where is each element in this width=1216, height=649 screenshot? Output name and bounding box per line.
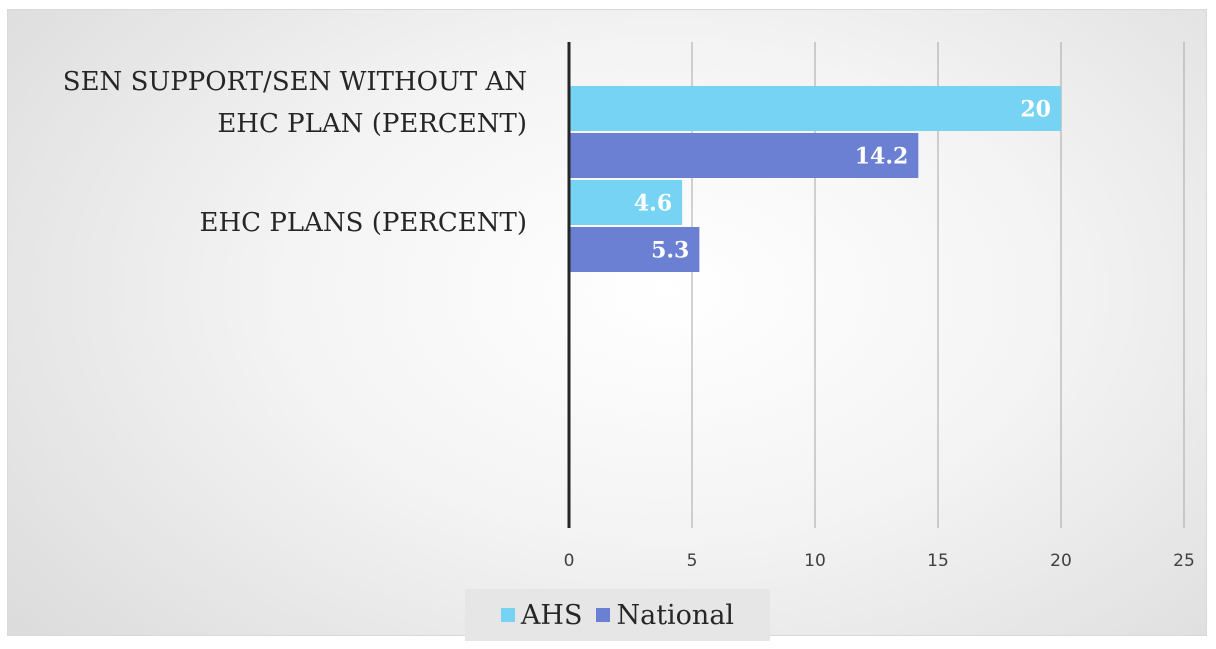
data-label: 4.6: [634, 191, 672, 217]
category-label: SEN SUPPORT/SEN WITHOUT AN: [63, 67, 527, 97]
x-tick-label: 20: [1050, 551, 1072, 571]
x-tick-label: 10: [804, 551, 826, 571]
data-label: 20: [1020, 97, 1051, 123]
legend-item-national: National: [596, 600, 734, 631]
bar-ahs-1: [569, 180, 683, 225]
legend-label-ahs: AHS: [520, 599, 583, 631]
legend-swatch-ahs: [500, 608, 515, 622]
x-tick-label: 0: [564, 551, 575, 571]
category-label: EHC PLAN (PERCENT): [217, 109, 527, 139]
legend-item-ahs: AHS: [500, 599, 583, 631]
data-label: 14.2: [855, 144, 909, 170]
x-tick-label: 25: [1173, 551, 1195, 571]
bar-ahs-0: [569, 86, 1061, 131]
data-label: 5.3: [651, 238, 689, 264]
x-tick-label: 5: [687, 551, 698, 571]
legend-label-national: National: [616, 599, 735, 631]
legend-swatch-national: [596, 608, 611, 622]
bar-national-0: [569, 133, 919, 178]
category-label: EHC PLANS (PERCENT): [200, 208, 527, 238]
bar-national-1: [569, 227, 700, 272]
legend: AHS National: [465, 589, 770, 641]
x-tick-label: 15: [927, 551, 949, 571]
